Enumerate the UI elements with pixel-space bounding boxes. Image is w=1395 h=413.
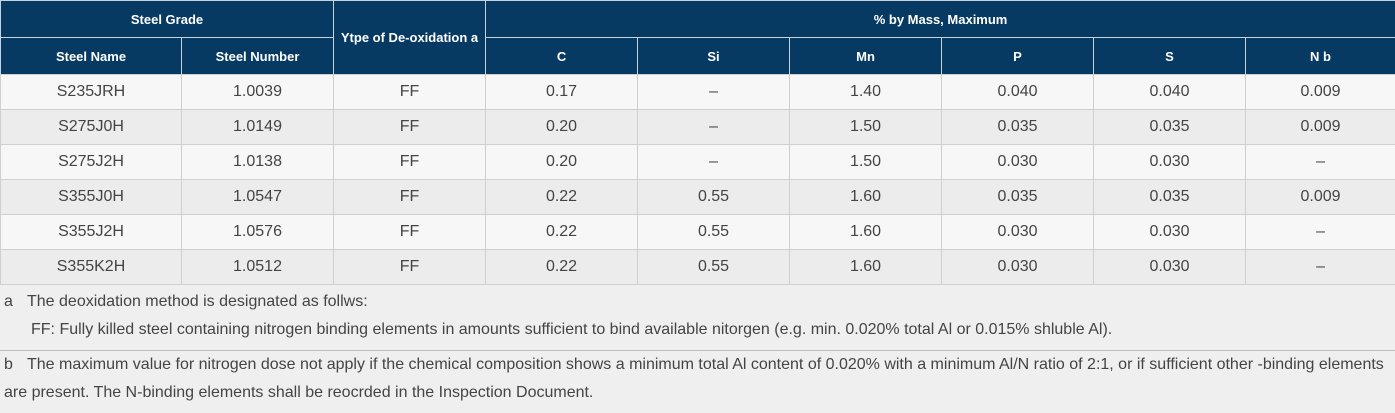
cell-p: 0.030	[941, 249, 1095, 285]
cell-p: 0.035	[941, 179, 1095, 215]
footnote-a-text: The deoxidation method is designated as …	[27, 293, 368, 310]
cell-si: 0.55	[637, 214, 791, 250]
cell-c: 0.20	[485, 144, 639, 180]
footnote-b-text: The maximum value for nitrogen dose not …	[4, 356, 1384, 401]
cell-mn: 1.60	[789, 249, 943, 285]
footnotes: a The deoxidation method is designated as…	[0, 285, 1395, 407]
cell-s: 0.030	[1093, 249, 1247, 285]
cell-steel-number: 1.0547	[180, 179, 335, 215]
cell-steel-name: S235JRH	[0, 74, 182, 110]
table-row: S275J0H 1.0149 FF 0.20 – 1.50 0.035 0.03…	[0, 109, 1395, 145]
cell-nb: 0.009	[1245, 74, 1395, 110]
table-row: S355K2H 1.0512 FF 0.22 0.55 1.60 0.030 0…	[0, 249, 1395, 285]
table-row: S275J2H 1.0138 FF 0.20 – 1.50 0.030 0.03…	[0, 144, 1395, 180]
cell-mn: 1.60	[789, 179, 943, 215]
cell-deoxidation: FF	[333, 144, 487, 180]
footnote-a-line2: FF: Fully killed steel containing nitrog…	[31, 321, 1113, 338]
cell-s: 0.035	[1093, 109, 1247, 145]
cell-si: –	[637, 144, 791, 180]
cell-nb: –	[1245, 249, 1395, 285]
table-row: S355J2H 1.0576 FF 0.22 0.55 1.60 0.030 0…	[0, 214, 1395, 250]
cell-c: 0.17	[485, 74, 639, 110]
cell-deoxidation: FF	[333, 249, 487, 285]
cell-si: 0.55	[637, 179, 791, 215]
header-si: Si	[637, 37, 791, 75]
cell-nb: –	[1245, 144, 1395, 180]
table-row: S355J0H 1.0547 FF 0.22 0.55 1.60 0.035 0…	[0, 179, 1395, 215]
cell-steel-number: 1.0039	[180, 74, 335, 110]
header-deoxidation: Ytpe of De-oxidation a	[333, 0, 487, 75]
cell-c: 0.22	[485, 214, 639, 250]
cell-si: 0.55	[637, 249, 791, 285]
cell-mn: 1.40	[789, 74, 943, 110]
header-steel-grade: Steel Grade	[0, 0, 335, 38]
footnote-a-tag: a	[4, 293, 13, 310]
footnote-divider	[0, 350, 1395, 351]
cell-mn: 1.50	[789, 144, 943, 180]
footnote-b-tag: b	[4, 356, 13, 373]
cell-steel-name: S355J0H	[0, 179, 182, 215]
cell-mn: 1.50	[789, 109, 943, 145]
cell-deoxidation: FF	[333, 179, 487, 215]
header-c: C	[485, 37, 639, 75]
cell-deoxidation: FF	[333, 109, 487, 145]
cell-c: 0.20	[485, 109, 639, 145]
header-mn: Mn	[789, 37, 943, 75]
cell-s: 0.030	[1093, 214, 1247, 250]
header-mass-maximum: % by Mass, Maximum	[485, 0, 1395, 38]
header-steel-name: Steel Name	[0, 37, 182, 75]
cell-steel-name: S355J2H	[0, 214, 182, 250]
cell-deoxidation: FF	[333, 74, 487, 110]
cell-steel-name: S355K2H	[0, 249, 182, 285]
header-steel-number: Steel Number	[180, 37, 335, 75]
cell-p: 0.040	[941, 74, 1095, 110]
table-body: S235JRH 1.0039 FF 0.17 – 1.40 0.040 0.04…	[0, 74, 1395, 285]
header-p: P	[941, 37, 1095, 75]
cell-deoxidation: FF	[333, 214, 487, 250]
header-nb: N b	[1245, 37, 1395, 75]
footnote-a: a The deoxidation method is designated as…	[0, 285, 1395, 344]
cell-steel-number: 1.0576	[180, 214, 335, 250]
cell-p: 0.030	[941, 144, 1095, 180]
cell-steel-name: S275J2H	[0, 144, 182, 180]
table-header: Steel Grade Ytpe of De-oxidation a % by …	[0, 0, 1395, 75]
footnote-b: b The maximum value for nitrogen dose not…	[0, 351, 1395, 407]
cell-steel-number: 1.0149	[180, 109, 335, 145]
header-s: S	[1093, 37, 1247, 75]
cell-si: –	[637, 109, 791, 145]
cell-p: 0.030	[941, 214, 1095, 250]
cell-steel-number: 1.0512	[180, 249, 335, 285]
cell-steel-number: 1.0138	[180, 144, 335, 180]
cell-nb: 0.009	[1245, 109, 1395, 145]
cell-si: –	[637, 74, 791, 110]
table-row: S235JRH 1.0039 FF 0.17 – 1.40 0.040 0.04…	[0, 74, 1395, 110]
cell-mn: 1.60	[789, 214, 943, 250]
cell-s: 0.040	[1093, 74, 1247, 110]
footnote-a-line1: a The deoxidation method is designated as…	[4, 288, 1395, 316]
cell-p: 0.035	[941, 109, 1095, 145]
cell-steel-name: S275J0H	[0, 109, 182, 145]
cell-c: 0.22	[485, 179, 639, 215]
cell-nb: 0.009	[1245, 179, 1395, 215]
cell-s: 0.030	[1093, 144, 1247, 180]
cell-nb: –	[1245, 214, 1395, 250]
cell-c: 0.22	[485, 249, 639, 285]
cell-s: 0.035	[1093, 179, 1247, 215]
steel-composition-table: Steel Grade Ytpe of De-oxidation a % by …	[0, 0, 1395, 285]
